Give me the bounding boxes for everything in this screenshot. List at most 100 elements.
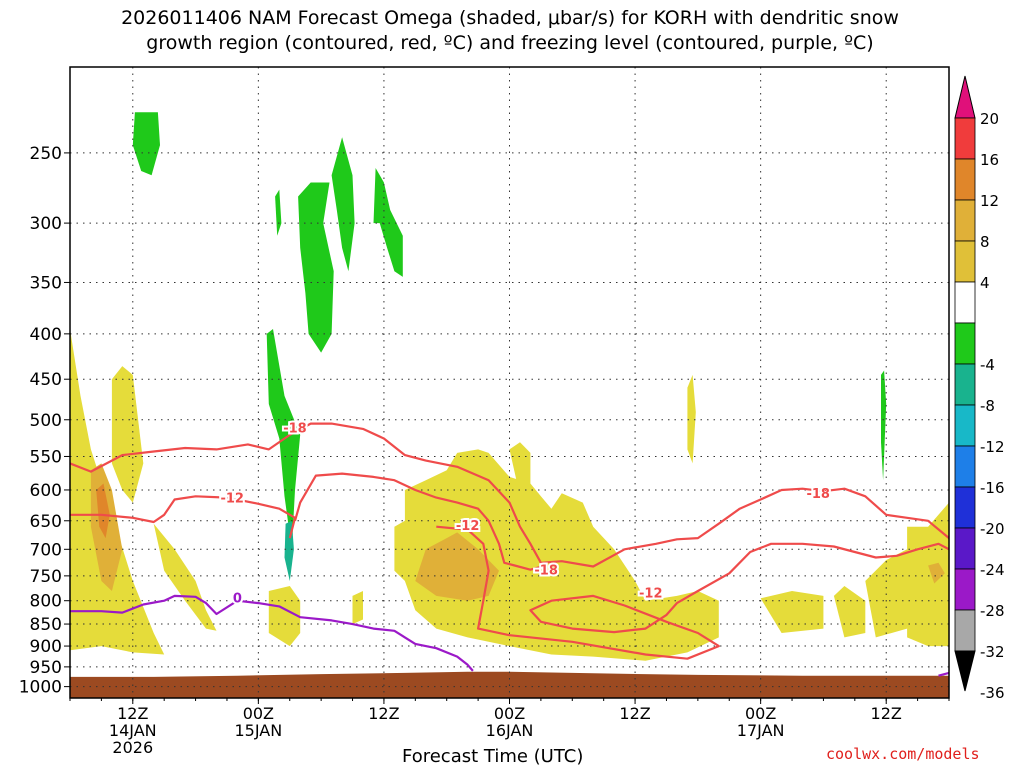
colorbar-label--20: -20 [980,520,1005,538]
y-tick-label-950: 950 [30,658,62,678]
omega-region-12 [446,549,473,581]
y-tick-label-650: 650 [30,512,62,532]
x-axis-title: Forecast Time (UTC) [402,746,584,767]
dgz-contour-1 [70,422,949,568]
omega-region-6 [268,586,301,647]
y-tick-label-600: 600 [30,481,62,501]
x-tick-label-0-1: 12Z [117,704,148,723]
chart-title-line2: growth region (contoured, red, ºC) and f… [146,32,874,54]
y-tick-label-1000: 1000 [19,678,62,698]
x-tick-label-2-1: 12Z [368,704,399,723]
omega-region-27 [284,520,294,581]
dgz-contour-3 [70,495,297,539]
omega-region-17 [907,502,949,647]
colorbar-label-20: 20 [980,110,999,128]
freezing-level-label: 0 [233,591,242,606]
y-tick-label-900: 900 [30,637,62,657]
temperature-contours: -18 -18 -18 -12 -12 -12 0 [70,419,949,677]
y-tick-label-350: 350 [30,273,62,293]
y-tick-label-450: 450 [30,370,62,390]
freezing-level-contour [70,594,474,672]
omega-shading [70,112,949,661]
colorbar-bin-1 [954,117,976,160]
omega-region-10 [509,442,531,497]
colorbar-label--36: -36 [980,684,1005,702]
y-tick-label-550: 550 [30,447,62,467]
dgz-contour-label-2-1: -18 [534,564,558,579]
omega-region-26 [881,370,887,481]
y-tick-label-750: 750 [30,567,62,587]
colorbar-label-4: 4 [980,274,990,292]
y-axis: 2503003504004505005506006507007508008509… [19,144,70,698]
omega-region-20 [132,112,160,176]
source-credit: coolwx.com/models [826,745,980,763]
colorbar-top-arrow [954,75,976,119]
omega-region-9 [404,449,719,661]
colorbar: 20 16 12 8 4 -4 -8 -12 -16 -20 -24 -28 -32 -36 [954,75,1005,702]
colorbar-label--32: -32 [980,643,1005,661]
colorbar-bottom-arrow [954,650,976,692]
x-tick-label-6-1: 12Z [871,704,902,723]
colorbar-label--4: -4 [980,356,995,374]
x-tick-label-4-1: 12Z [619,704,650,723]
omega-region-22 [298,182,334,353]
freezing-level-contour-edge [938,671,949,677]
colorbar-bin-10 [954,486,976,529]
colorbar-bin-6 [954,322,976,365]
colorbar-bin-2 [954,158,976,201]
omega-region-23 [331,137,355,272]
dgz-contour-label-1-1: -18 [283,421,307,436]
dgz-contour-label-1-2: -18 [806,487,830,502]
x-tick-label-0-2: 14JAN [109,721,157,740]
y-tick-label-850: 850 [30,615,62,635]
omega-region-24 [373,168,403,277]
x-tick-label-5-2: 17JAN [737,721,785,740]
y-tick-label-800: 800 [30,592,62,612]
omega-region-15 [833,586,866,638]
omega-region-1 [70,329,165,655]
colorbar-bin-13 [954,609,976,652]
colorbar-bin-3 [954,199,976,242]
omega-region-7 [352,591,363,625]
colorbar-label--12: -12 [980,438,1005,456]
colorbar-label--24: -24 [980,561,1005,579]
colorbar-label-12: 12 [980,192,999,210]
colorbar-bin-8 [954,404,976,447]
colorbar-label-8: 8 [980,233,990,251]
y-tick-label-250: 250 [30,144,62,164]
y-tick-label-700: 700 [30,540,62,560]
omega-region-14 [760,591,824,633]
x-tick-label-1-2: 15JAN [234,721,282,740]
x-tick-label-5-1: 00Z [745,704,776,723]
dgz-contour-2 [293,472,547,571]
colorbar-label-16: 16 [980,151,999,169]
chart-title: 2026011406 NAM Forecast Omega (shaded, μ… [0,6,1020,56]
colorbar-bin-12 [954,568,976,611]
dgz-contour-label-4-2: -12 [639,586,663,601]
omega-region-2 [111,366,144,503]
omega-region-19 [687,374,696,464]
omega-region-13 [676,628,709,647]
colorbar-label--8: -8 [980,397,995,415]
omega-region-5 [153,523,217,631]
colorbar-bin-5 [954,281,976,324]
omega-region-25 [275,189,282,236]
omega-region-16 [865,549,918,638]
colorbar-label--28: -28 [980,602,1005,620]
colorbar-bin-7 [954,363,976,406]
grid-lines [70,67,949,698]
y-tick-label-300: 300 [30,214,62,234]
dgz-contour-label-4-1: -12 [456,519,480,534]
x-tick-label-0-3: 2026 [112,738,153,757]
colorbar-bin-9 [954,445,976,488]
x-tick-label-1-1: 00Z [243,704,274,723]
omega-region-4 [96,483,110,539]
colorbar-label--16: -16 [980,479,1005,497]
dgz-contour-4 [436,525,949,660]
colorbar-bin-4 [954,240,976,283]
chart-title-line1: 2026011406 NAM Forecast Omega (shaded, μ… [121,7,899,29]
dgz-contour-label-3-1: -12 [220,492,244,507]
x-tick-label-3-2: 16JAN [486,721,534,740]
